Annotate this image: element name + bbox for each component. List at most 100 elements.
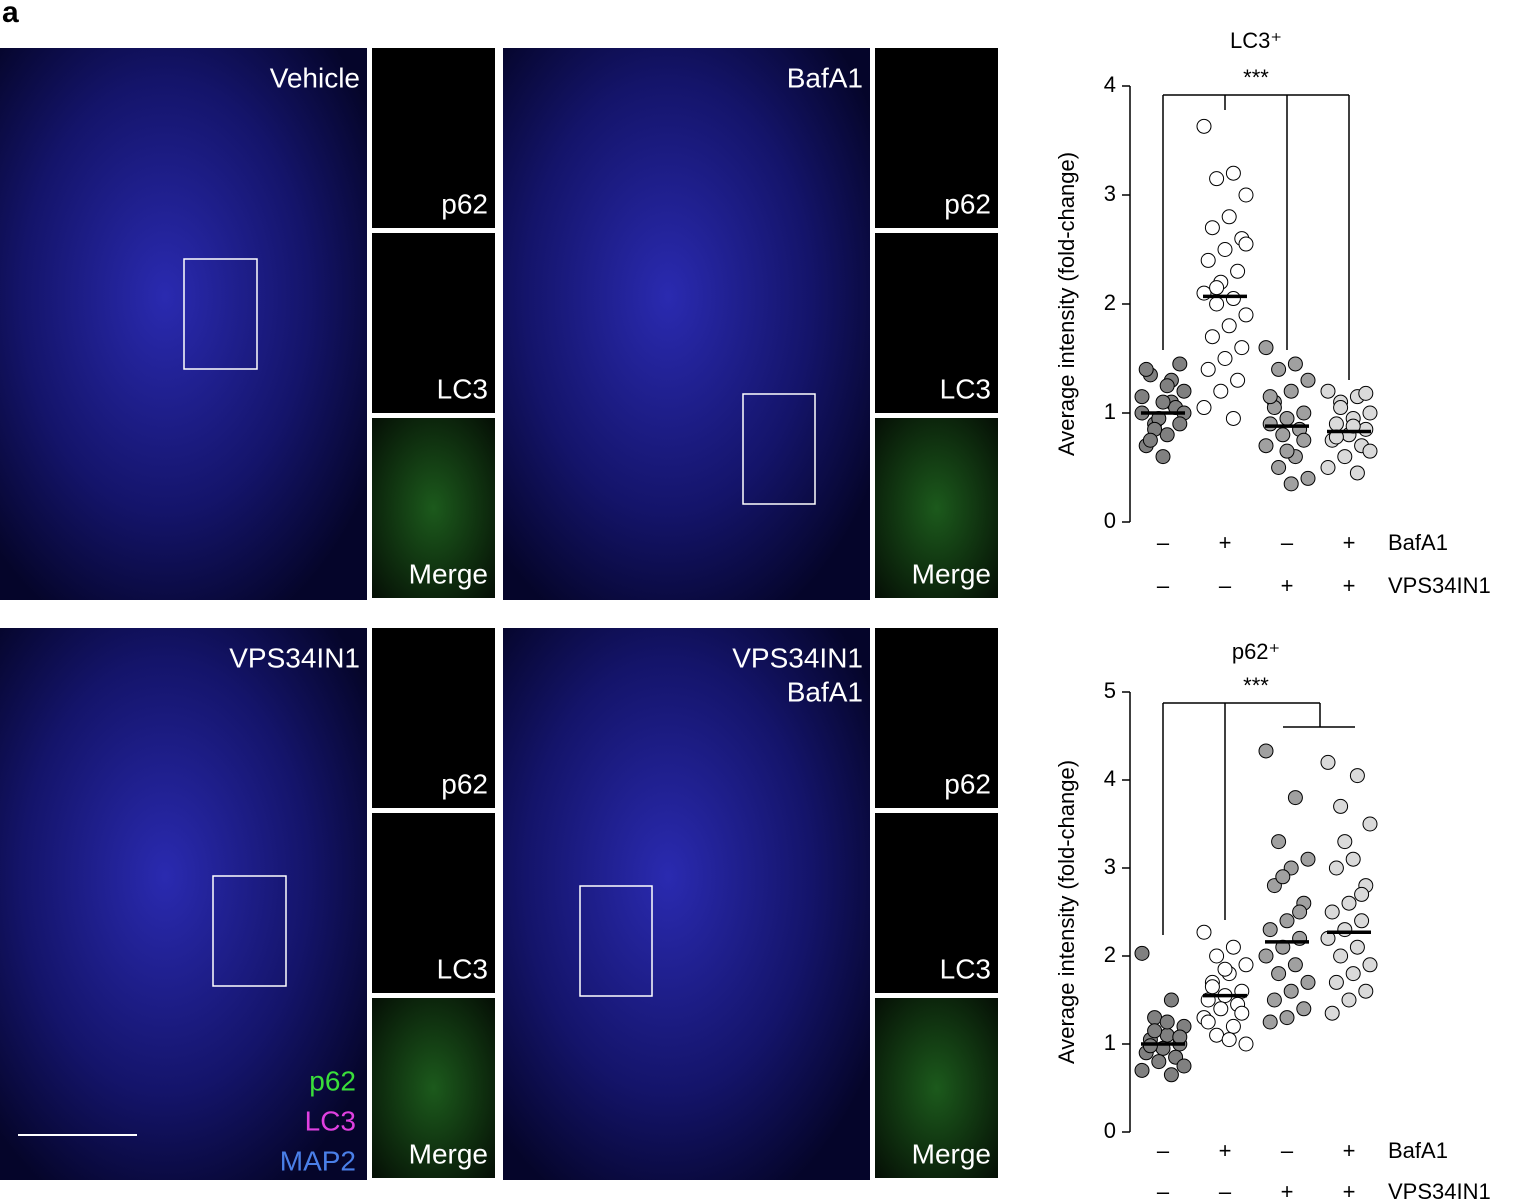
roi-box (579, 885, 653, 997)
data-point (1147, 1023, 1163, 1039)
inset-label: Merge (912, 1138, 991, 1169)
data-point (1271, 460, 1287, 475)
data-point (1238, 236, 1254, 252)
y-tick-label: 2 (1104, 942, 1116, 967)
data-point (1225, 1018, 1241, 1034)
roi-box (212, 875, 287, 987)
data-point (1217, 242, 1233, 257)
data-point (1362, 957, 1378, 973)
inset-label: p62 (441, 188, 488, 219)
data-point (1225, 165, 1241, 181)
data-point (1147, 1010, 1163, 1026)
data-point (1209, 280, 1225, 296)
inset-label: p62 (441, 768, 488, 799)
data-point (1349, 768, 1365, 784)
data-point (1258, 438, 1274, 454)
data-point (1204, 979, 1220, 995)
data-point (1209, 1027, 1225, 1043)
condition-sign: – (1281, 530, 1294, 555)
condition-name: VPS34IN1 (1388, 1179, 1491, 1203)
data-point (1337, 834, 1353, 850)
inset-label: p62 (944, 768, 991, 799)
inset (372, 998, 495, 1178)
inset (875, 48, 998, 228)
condition-name: VPS34IN1 (1388, 573, 1491, 598)
data-point (1163, 1067, 1179, 1083)
data-point (1349, 465, 1365, 481)
data-point (1271, 834, 1287, 850)
condition-sign: – (1157, 573, 1170, 598)
data-point (1204, 329, 1220, 345)
condition-sign: + (1343, 1179, 1356, 1203)
data-point (1287, 356, 1303, 372)
data-point (1221, 209, 1237, 225)
inset-label: Merge (409, 558, 488, 589)
data-point (1287, 957, 1303, 973)
data-point (1362, 443, 1378, 459)
data-point (1300, 470, 1316, 486)
data-point (1196, 400, 1212, 416)
data-point (1163, 992, 1179, 1008)
legend-label: p62 (309, 1065, 356, 1096)
data-point (1283, 983, 1299, 999)
legend-label: LC3 (305, 1105, 356, 1136)
data-point (1176, 1058, 1192, 1074)
data-point (1221, 1032, 1237, 1048)
data-point (1238, 187, 1254, 203)
data-point (1134, 945, 1150, 961)
data-point (1266, 992, 1282, 1008)
inset (372, 628, 495, 808)
data-point (1234, 340, 1250, 356)
data-point (1196, 924, 1212, 940)
inset (875, 628, 998, 808)
significance: *** (1243, 673, 1269, 698)
data-point (1155, 449, 1171, 465)
data-point (1209, 948, 1225, 964)
data-point (1258, 743, 1274, 759)
condition-sign: + (1281, 1179, 1294, 1203)
data-point (1358, 983, 1374, 999)
inset (372, 813, 495, 993)
data-point (1324, 1005, 1340, 1021)
data-point (1225, 410, 1241, 426)
data-point (1333, 798, 1349, 814)
y-axis-label: Average intensity (fold-change) (1054, 152, 1079, 456)
data-point (1159, 1014, 1175, 1030)
data-point (1341, 895, 1357, 911)
condition-sign: + (1219, 530, 1232, 555)
data-point (1172, 1029, 1188, 1045)
condition-sign: – (1219, 573, 1232, 598)
inset-label: LC3 (437, 373, 488, 404)
data-point (1279, 913, 1295, 929)
data-point (1200, 361, 1216, 377)
data-point (1225, 939, 1241, 955)
condition-sign: + (1343, 1138, 1356, 1163)
data-point (1300, 372, 1316, 388)
data-point (1258, 340, 1274, 356)
data-point (1320, 383, 1336, 399)
data-point (1279, 443, 1295, 459)
data-point (1283, 383, 1299, 399)
data-point (1204, 220, 1220, 236)
data-point (1324, 904, 1340, 920)
y-tick-label: 4 (1104, 72, 1116, 97)
data-point (1151, 1054, 1167, 1070)
y-tick-label: 3 (1104, 854, 1116, 879)
y-tick-label: 1 (1104, 399, 1116, 424)
y-tick-label: 4 (1104, 766, 1116, 791)
data-point (1358, 421, 1374, 437)
data-point (1354, 913, 1370, 929)
data-point (1172, 416, 1188, 432)
data-point (1159, 378, 1175, 394)
chart-title: LC3⁺ (1230, 28, 1282, 53)
data-point (1225, 291, 1241, 307)
condition-sign: – (1157, 530, 1170, 555)
data-point (1275, 427, 1291, 443)
data-point (1262, 389, 1278, 405)
data-point (1234, 1005, 1250, 1021)
image-label: VPS34IN1 (732, 642, 863, 673)
inset (875, 813, 998, 993)
y-tick-label: 5 (1104, 678, 1116, 703)
data-point (1271, 361, 1287, 377)
